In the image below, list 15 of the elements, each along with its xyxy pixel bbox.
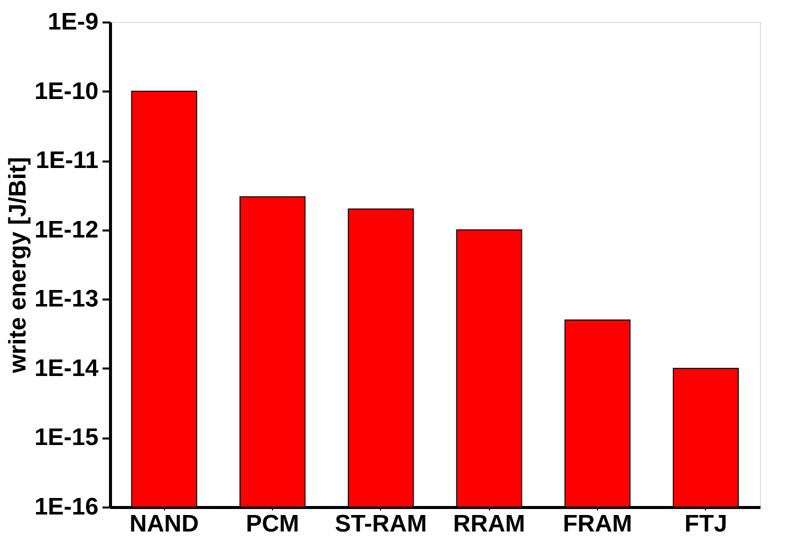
y-axis-title: write energy [J/Bit]: [4, 156, 32, 374]
y-tick-label: 1E-13: [34, 286, 98, 313]
y-tick-label: 1E-9: [48, 8, 98, 36]
y-tick-label: 1E-14: [34, 354, 100, 382]
y-tick-label: 1E-11: [36, 147, 98, 174]
y-tick-label: 1E-15: [34, 424, 98, 452]
x-tick-label: ST-RAM: [334, 510, 427, 538]
x-tick-label: FTJ: [684, 510, 728, 538]
y-tick-label: 1E-16: [34, 494, 98, 520]
x-tick-label: NAND: [130, 510, 199, 538]
x-tick-label: PCM: [246, 510, 300, 538]
y-tick-label: 1E-12: [34, 216, 98, 244]
x-tick-label: FRAM: [562, 510, 632, 538]
y-tick-label: 1E-10: [34, 78, 98, 105]
x-tick-label: RRAM: [453, 510, 526, 538]
